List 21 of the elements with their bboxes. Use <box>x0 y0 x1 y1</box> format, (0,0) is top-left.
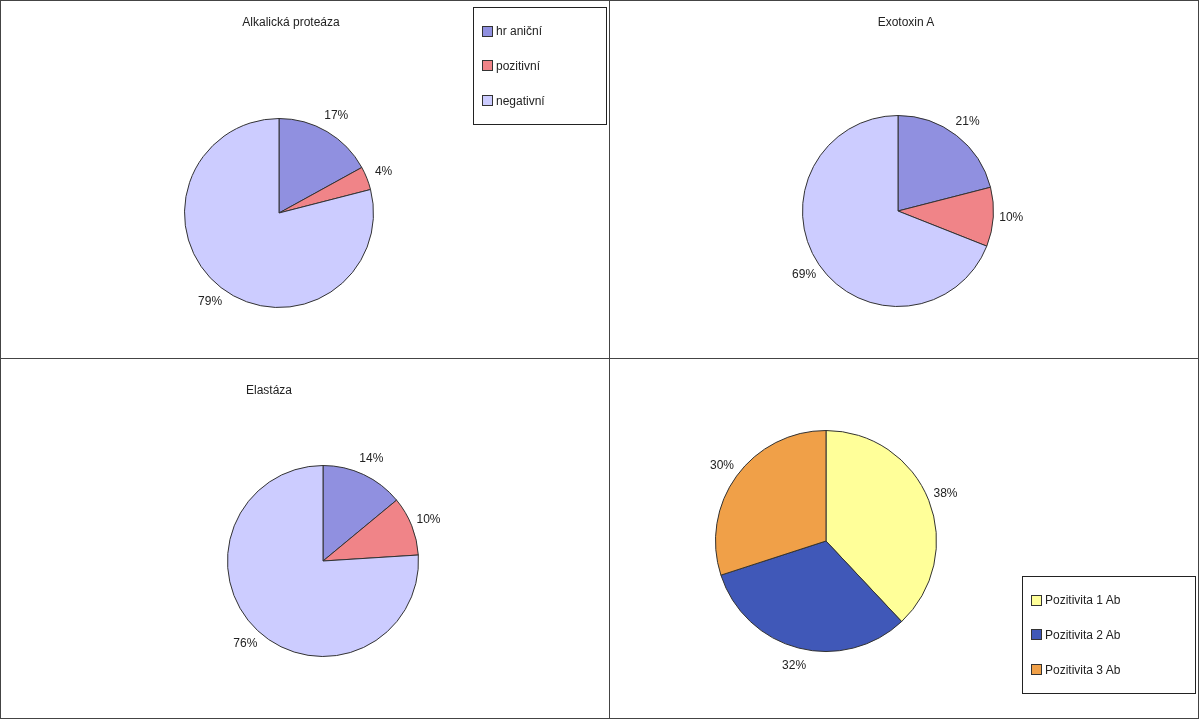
chart-title: Exotoxin A <box>877 15 935 29</box>
data-label: 69% <box>792 267 817 282</box>
legend-label: negativní <box>496 93 545 108</box>
legend-label: Pozitivita 3 Ab <box>1045 662 1121 677</box>
text: Alkalická proteáza <box>242 15 340 29</box>
data-label: 10% <box>999 210 1024 225</box>
legend-label: Pozitivita 1 Ab <box>1045 593 1121 608</box>
data-label: 79% <box>198 294 223 309</box>
data-label: 32% <box>782 657 807 672</box>
legend-label: pozitivní <box>496 58 541 73</box>
data-label: 30% <box>710 457 735 472</box>
data-label: 17% <box>324 108 349 123</box>
data-label: 4% <box>374 163 393 178</box>
data-label: 76% <box>233 636 258 651</box>
data-label: 10% <box>416 511 441 526</box>
data-label: 38% <box>933 486 958 501</box>
legend-label: Pozitivita 2 Ab <box>1045 627 1121 642</box>
chart-title: Elastáza <box>245 383 293 397</box>
data-label: 14% <box>359 450 384 465</box>
data-label: 21% <box>955 113 980 128</box>
legend-label: hr aniční <box>496 24 543 39</box>
